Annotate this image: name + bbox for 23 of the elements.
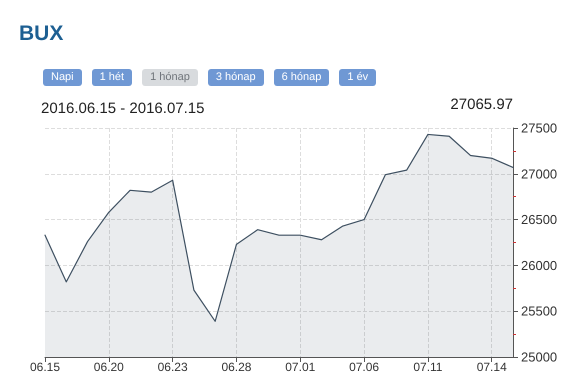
x-tick-label: 06.15 <box>30 360 60 374</box>
x-tick-label: 06.28 <box>221 360 252 374</box>
text: 27065.97 <box>450 96 514 113</box>
x-tick-label: 06.20 <box>94 360 124 374</box>
y-tick-label: 25000 <box>521 350 558 364</box>
x-tick-label: 07.11 <box>413 360 443 374</box>
range-button: 3 hónap <box>208 69 264 86</box>
y-tick-label: 27500 <box>521 120 558 136</box>
range-button: Napi <box>43 69 82 86</box>
range-button: 1 hónap <box>142 69 198 86</box>
y-tick-label: 26500 <box>521 212 558 228</box>
x-tick-label: 07.06 <box>349 360 380 374</box>
range-button: 6 hónap <box>274 69 330 86</box>
chart-title: BUX <box>19 22 64 45</box>
range-button: 1 év <box>339 69 376 86</box>
y-tick-label: 25500 <box>521 304 558 319</box>
y-tick-label: 26000 <box>521 258 558 273</box>
x-tick-label: 06.23 <box>158 360 188 374</box>
x-tick-label: 07.14 <box>476 360 508 374</box>
chart-subtitle: 2016.06.15 - 2016.07.15 <box>41 100 204 117</box>
x-tick-label: 07.01 <box>285 360 316 374</box>
range-button: 1 hét <box>92 69 132 86</box>
y-tick-label: 27000 <box>521 166 558 182</box>
